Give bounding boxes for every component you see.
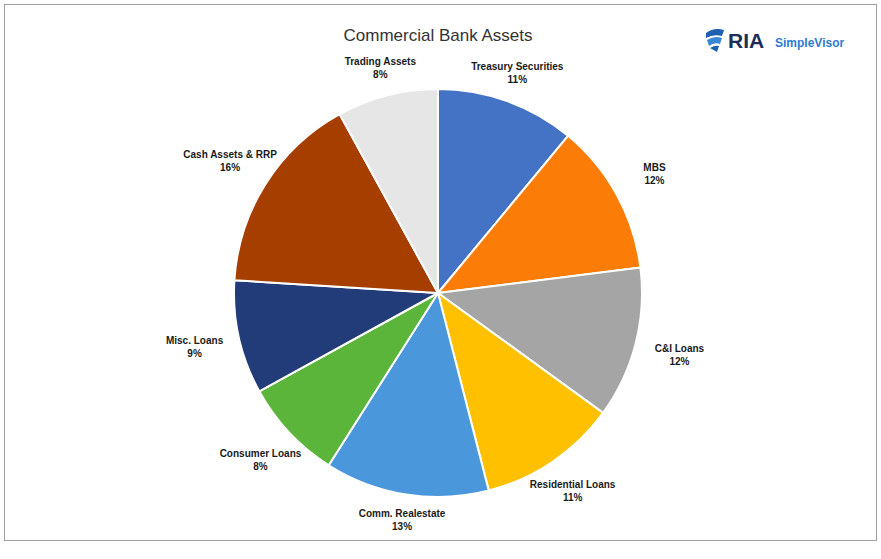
pie-slice	[438, 136, 640, 293]
slice-label: C&I Loans	[655, 343, 705, 354]
slice-label: MBS	[643, 162, 666, 173]
logo-icon	[706, 29, 724, 38]
logo-text: RIA	[728, 29, 764, 52]
background	[0, 0, 881, 559]
slice-value-label: 11%	[508, 74, 528, 85]
slice-label: Treasury Securities	[471, 61, 564, 72]
pie-slices	[234, 89, 642, 497]
slice-value-label: 8%	[253, 461, 268, 472]
slice-value-label: 13%	[392, 521, 412, 532]
chart-title: Commercial Bank Assets	[344, 26, 533, 45]
pie-slice	[234, 280, 438, 391]
slice-value-label: 12%	[669, 356, 689, 367]
logo-icon	[707, 37, 722, 46]
slice-label: Misc. Loans	[166, 335, 224, 346]
chart-container: Commercial Bank Assets RIA SimpleVisor Trea…	[0, 0, 881, 559]
chart-svg: Commercial Bank Assets RIA SimpleVisor Trea…	[0, 0, 881, 559]
slice-value-label: 8%	[373, 69, 388, 80]
logo-subtext: SimpleVisor	[775, 36, 844, 50]
slice-value-label: 12%	[644, 175, 664, 186]
slice-label: Comm. Realestate	[359, 508, 446, 519]
slice-label: Cash Assets & RRP	[183, 149, 277, 160]
logo-icon	[710, 46, 719, 52]
data-labels: Treasury Securities 11% MBS 12% C&I Loans 12%…	[166, 56, 705, 532]
slice-value-label: 11%	[563, 492, 583, 503]
slice-label: Residential Loans	[530, 479, 616, 490]
pie-slice	[340, 89, 438, 293]
slice-label: Trading Assets	[345, 56, 417, 67]
slice-value-label: 16%	[220, 162, 240, 173]
chart-frame	[5, 5, 877, 541]
logo: RIA SimpleVisor	[706, 29, 844, 52]
slice-value-label: 9%	[187, 348, 202, 359]
slice-label: Consumer Loans	[220, 448, 302, 459]
